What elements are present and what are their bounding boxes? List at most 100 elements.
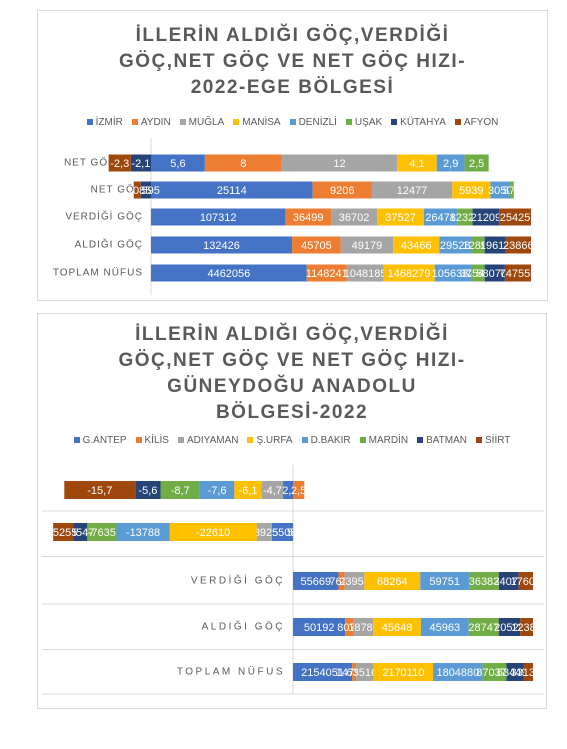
data-label: 36383 [469, 576, 500, 588]
data-label: -3925 [250, 527, 278, 539]
bar-segment [293, 481, 305, 499]
legend-swatch [177, 437, 184, 444]
bar-segment [518, 572, 533, 590]
legend-label: D.BAKIR [310, 435, 351, 446]
bar-segment [140, 181, 151, 199]
data-label: 870374 [476, 667, 513, 679]
bar-segment [457, 208, 473, 226]
data-label: 23866 [503, 240, 534, 252]
data-label: 23959 [339, 576, 370, 588]
legend-swatch [345, 119, 352, 126]
bar-segment [151, 181, 313, 199]
legend-item: AYDIN [131, 117, 171, 128]
legend-label: MUĞLA [188, 117, 225, 128]
bar-segment [373, 663, 434, 681]
data-label: -5508 [268, 527, 296, 539]
category-label: TOPLAM NÜFUS [177, 666, 285, 678]
data-label: 5939 [459, 185, 483, 197]
data-label: 50192 [304, 622, 335, 634]
data-label: 574 [503, 185, 521, 197]
legend-item: MANİSA [233, 117, 281, 128]
data-label: 8 [240, 158, 246, 170]
bar-segment [424, 208, 458, 226]
bar-segment [510, 181, 514, 199]
bar-segment [420, 572, 470, 590]
bar-segment [383, 264, 435, 282]
legend-swatch [476, 437, 482, 444]
legend-label: SİİRT [485, 435, 511, 446]
bar-segment [433, 663, 483, 681]
bar-segment [53, 523, 74, 541]
data-label: -4,7 [263, 485, 282, 497]
legend-item: MARDİN [359, 435, 409, 446]
data-label: 17607 [511, 576, 542, 588]
data-label: -8,7 [171, 485, 190, 497]
data-label: 59751 [429, 576, 460, 588]
data-label: -2,3 [110, 158, 129, 170]
bar-segment [464, 154, 489, 172]
data-label: 331311 [511, 667, 546, 679]
bar-segment [130, 154, 151, 172]
data-label: 37527 [385, 212, 416, 224]
bar-segment [436, 154, 465, 172]
bar-segment [64, 481, 136, 499]
data-label: 5,6 [170, 158, 185, 170]
bar-segment [338, 572, 345, 590]
category-label: ALDIĞI GÖÇ [202, 620, 285, 633]
bar-segment [151, 264, 307, 282]
data-label: 1804880 [436, 667, 479, 679]
bar-segment [472, 208, 500, 226]
legend-item: Ş.URFA [247, 435, 293, 446]
bar-segment [312, 181, 372, 199]
legend-label: MARDİN [368, 435, 409, 446]
bar-segment [331, 208, 378, 226]
bar-segment [484, 264, 505, 282]
legend-label: DENİZLİ [298, 117, 337, 128]
bar-segment [484, 236, 506, 254]
chart-title: İLLERİN ALDIĞI GÖÇ,VERDİĞİ GÖÇ,NET GÖÇ V… [118, 324, 466, 423]
legend-swatch [179, 119, 186, 126]
legend-swatch [135, 437, 142, 444]
data-label: -2,2 [279, 485, 298, 497]
data-label: -15,7 [87, 485, 112, 497]
data-label: -1085 [123, 185, 151, 197]
legend-item: UŞAK [345, 117, 382, 128]
data-label: 3050 [488, 185, 512, 197]
legend-label: AFYON [463, 117, 499, 128]
bar-segment [340, 236, 394, 254]
bar-segment [151, 236, 293, 254]
data-label: 43466 [401, 240, 432, 252]
legend-item: AFYON [454, 117, 499, 128]
bar-segment [482, 663, 507, 681]
data-label: 1148241 [306, 268, 348, 280]
bar-segment [371, 181, 453, 199]
data-label: 2,9 [443, 158, 458, 170]
bar-segment [499, 208, 531, 226]
chart-panel: İLLERİN ALDIĞI GÖÇ,VERDİĞİ GÖÇ,NET GÖÇ V… [37, 10, 548, 301]
bar-segment [439, 236, 471, 254]
legend-swatch [301, 437, 308, 444]
data-label: 29528 [440, 240, 471, 252]
legend-item: KİLİS [135, 435, 169, 446]
bar-segment [133, 181, 141, 199]
bar-segment [204, 154, 282, 172]
bar-segment [345, 618, 354, 636]
bar-segment [271, 523, 293, 541]
data-label: 1468279 [388, 268, 431, 280]
data-label: -13788 [126, 527, 160, 539]
data-label: 36499 [293, 212, 324, 224]
bar-segment [468, 618, 499, 636]
data-label: 9206 [330, 185, 354, 197]
bar-segment [285, 208, 332, 226]
bar-segment [160, 481, 200, 499]
data-label: 49179 [352, 240, 383, 252]
data-label: 4,1 [409, 158, 424, 170]
bar-segment [234, 481, 262, 499]
legend-swatch [359, 437, 366, 444]
bar-segment [151, 154, 205, 172]
data-label: 12 [333, 158, 345, 170]
bar-segment [504, 264, 531, 282]
data-label: 20528 [494, 622, 525, 634]
legend-swatch [86, 119, 93, 126]
